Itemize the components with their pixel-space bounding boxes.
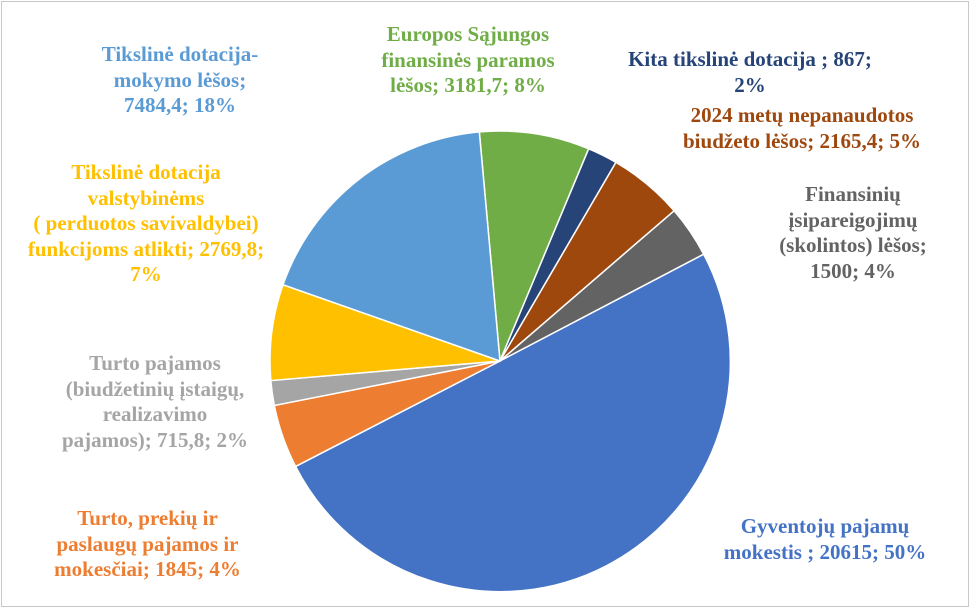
label-kita-tiksline-dotacija: Kita tikslinė dotacija ; 867; 2% [628, 47, 872, 97]
label-gyventoju-pajamu-mokestis: Gyventojų pajamų mokestis ; 20615; 50% [723, 514, 927, 564]
label-turto-prekiu-paslaugu: Turto, prekių ir paslaugų pajamos ir mok… [54, 506, 241, 581]
label-2024-nepanaudotos: 2024 metų nepanaudotos biudžeto lėšos; 2… [683, 103, 921, 153]
label-turto-pajamos: Turto pajamos (biudžetinių įstaigų, real… [61, 351, 249, 452]
pie-slice [282, 131, 501, 363]
label-tiksline-dotacija-mokymo: Tikslinė dotacija- mokymo lėšos; 7484,4;… [101, 42, 259, 117]
label-tiksline-dotacija-valstybinems: Tikslinė dotacija valstybinėms ( perduot… [27, 160, 265, 286]
label-europos-sajungos: Europos Sąjungos finansinės paramos lėšo… [381, 22, 555, 97]
pie-slice [294, 253, 732, 593]
label-finansiniu-isipareigojimu: Finansinių įsipareigojimų (skolintos) lė… [779, 182, 927, 283]
pie-slice [478, 130, 590, 362]
